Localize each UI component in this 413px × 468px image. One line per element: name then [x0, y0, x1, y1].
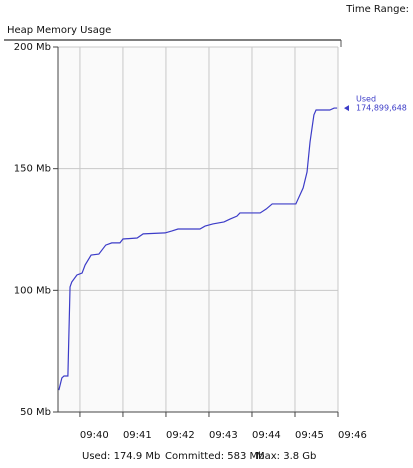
- x-tick-label: 09:42: [166, 430, 195, 441]
- y-tick-label: 150 Mb: [14, 164, 51, 175]
- footer-stat: Used: 174.9 Mb: [82, 451, 160, 462]
- time-range-label: Time Range:: [345, 4, 409, 15]
- annotation-marker: [344, 105, 349, 112]
- annotation-label: Used: [356, 95, 376, 104]
- y-tick-label: 100 Mb: [14, 285, 51, 296]
- footer-stat: Max: 3.8 Gb: [256, 451, 316, 462]
- footer-stat: Committed: 583 Mb: [165, 451, 265, 462]
- x-tick-label: 09:40: [80, 430, 109, 441]
- y-tick-label: 50 Mb: [20, 407, 51, 418]
- x-tick-label: 09:46: [338, 430, 367, 441]
- x-tick-label: 09:45: [295, 430, 324, 441]
- x-tick-label: 09:44: [252, 430, 281, 441]
- chart-title: Heap Memory Usage: [7, 25, 111, 36]
- x-tick-label: 09:43: [209, 430, 238, 441]
- line-series: [58, 107, 338, 391]
- y-tick-label: 200 Mb: [14, 42, 51, 53]
- annotation-value: 174,899,648: [356, 104, 407, 113]
- x-tick-label: 09:41: [123, 430, 152, 441]
